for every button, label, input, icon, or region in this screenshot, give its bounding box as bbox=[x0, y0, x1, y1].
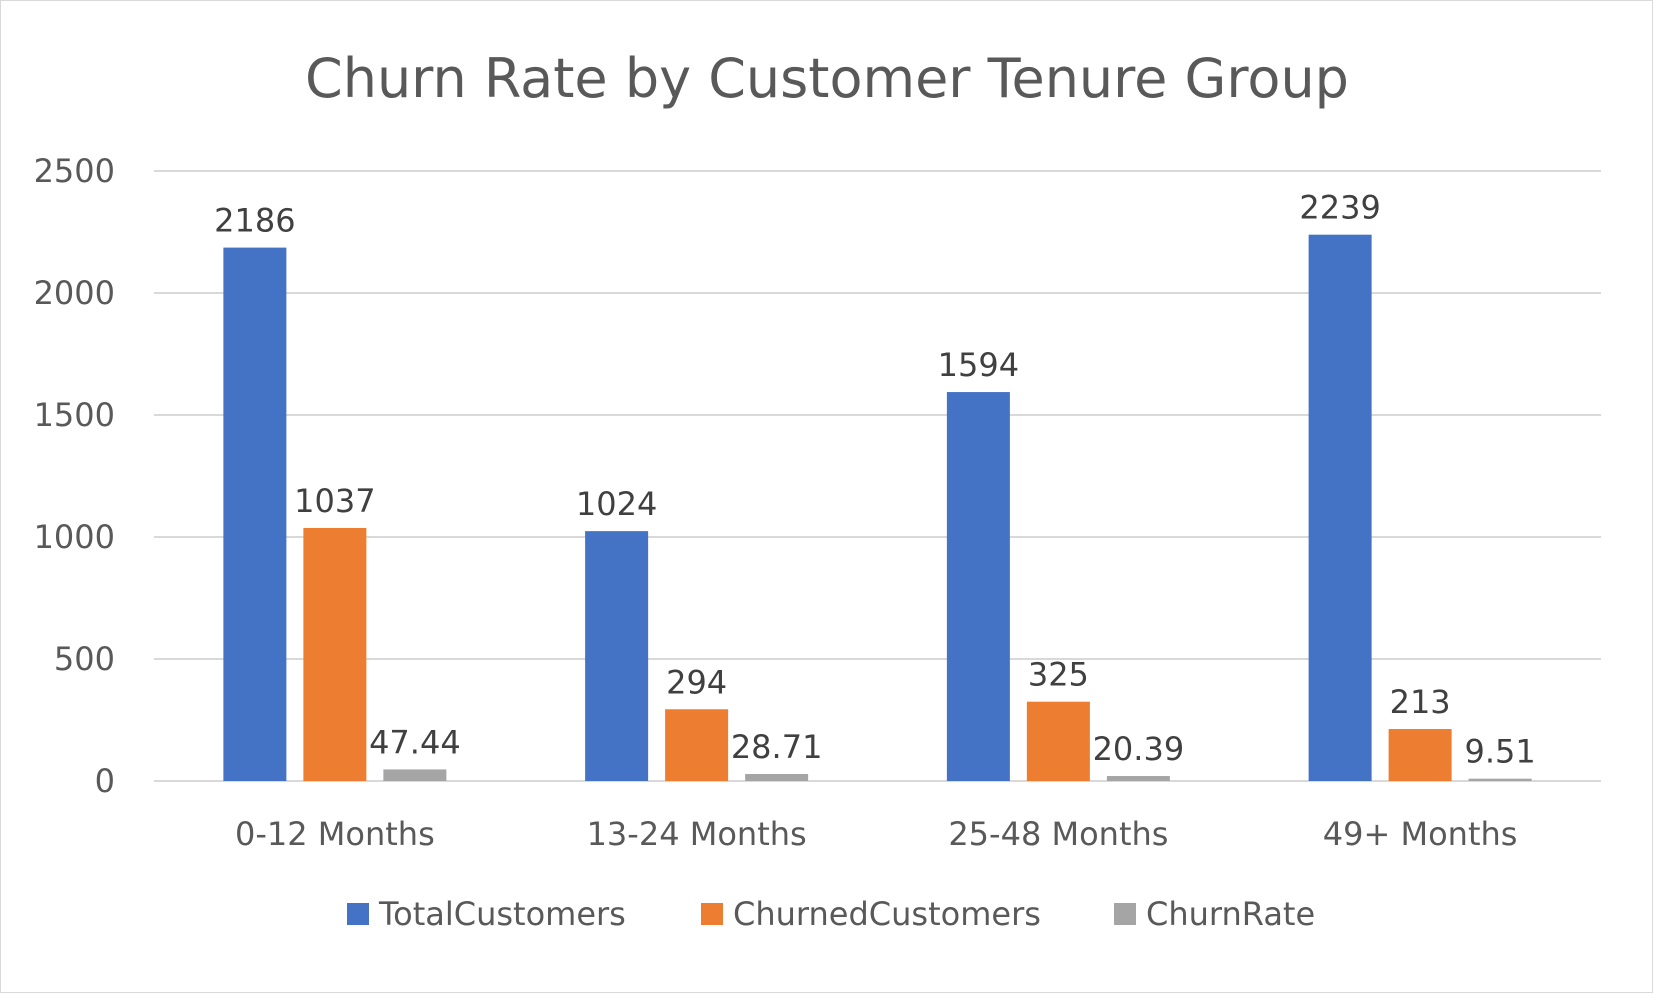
legend-swatch-churnrate bbox=[1114, 903, 1136, 925]
bar-churnedcustomers-2 bbox=[1026, 701, 1090, 781]
legend-label-churnrate: ChurnRate bbox=[1146, 895, 1315, 933]
data-label: 2186 bbox=[214, 202, 295, 240]
bar-totalcustomers-0 bbox=[223, 247, 287, 782]
x-tick-label: 49+ Months bbox=[1323, 815, 1518, 853]
data-label: 325 bbox=[1028, 656, 1089, 694]
x-tick-label: 0-12 Months bbox=[235, 815, 435, 853]
bar-churnedcustomers-3 bbox=[1388, 729, 1452, 781]
legend-label-totalcustomers: TotalCustomers bbox=[378, 895, 626, 933]
chart-title: Churn Rate by Customer Tenure Group bbox=[305, 47, 1349, 110]
bar-totalcustomers-1 bbox=[585, 531, 649, 781]
x-tick-label: 13-24 Months bbox=[587, 815, 807, 853]
data-label: 28.71 bbox=[731, 728, 823, 766]
y-tick-label: 1500 bbox=[34, 396, 115, 434]
bar-churnedcustomers-1 bbox=[665, 709, 729, 781]
data-label: 2239 bbox=[1299, 189, 1380, 227]
data-label: 294 bbox=[666, 663, 727, 701]
legend: TotalCustomers ChurnedCustomers ChurnRate bbox=[347, 895, 1315, 933]
bar-churnrate-1 bbox=[745, 773, 809, 781]
y-tick-label: 0 bbox=[95, 762, 115, 800]
x-tick-label: 25-48 Months bbox=[948, 815, 1168, 853]
y-axis-ticks: 0 500 1000 1500 2000 2500 bbox=[34, 152, 115, 800]
bar-churnedcustomers-0 bbox=[303, 527, 367, 781]
legend-label-churnedcustomers: ChurnedCustomers bbox=[733, 895, 1041, 933]
bars bbox=[223, 234, 1532, 782]
bar-churnrate-3 bbox=[1468, 778, 1532, 781]
data-label: 47.44 bbox=[369, 723, 461, 761]
bar-churnrate-2 bbox=[1106, 776, 1170, 781]
data-label: 1594 bbox=[938, 346, 1019, 384]
gridlines bbox=[154, 170, 1601, 782]
data-label: 9.51 bbox=[1465, 733, 1536, 771]
data-label: 1037 bbox=[294, 482, 375, 520]
y-tick-label: 500 bbox=[54, 640, 115, 678]
y-tick-label: 2000 bbox=[34, 274, 115, 312]
y-tick-label: 1000 bbox=[34, 518, 115, 556]
x-axis-ticks: 0-12 Months 13-24 Months 25-48 Months 49+ M… bbox=[235, 815, 1517, 853]
y-tick-label: 2500 bbox=[34, 152, 115, 190]
bar-totalcustomers-2 bbox=[946, 392, 1010, 781]
bar-totalcustomers-3 bbox=[1308, 234, 1372, 781]
legend-swatch-totalcustomers bbox=[347, 903, 369, 925]
data-label: 1024 bbox=[576, 485, 657, 523]
legend-swatch-churnedcustomers bbox=[701, 903, 723, 925]
data-label: 213 bbox=[1390, 683, 1451, 721]
bar-churnrate-0 bbox=[383, 769, 447, 781]
data-label: 20.39 bbox=[1093, 730, 1185, 768]
